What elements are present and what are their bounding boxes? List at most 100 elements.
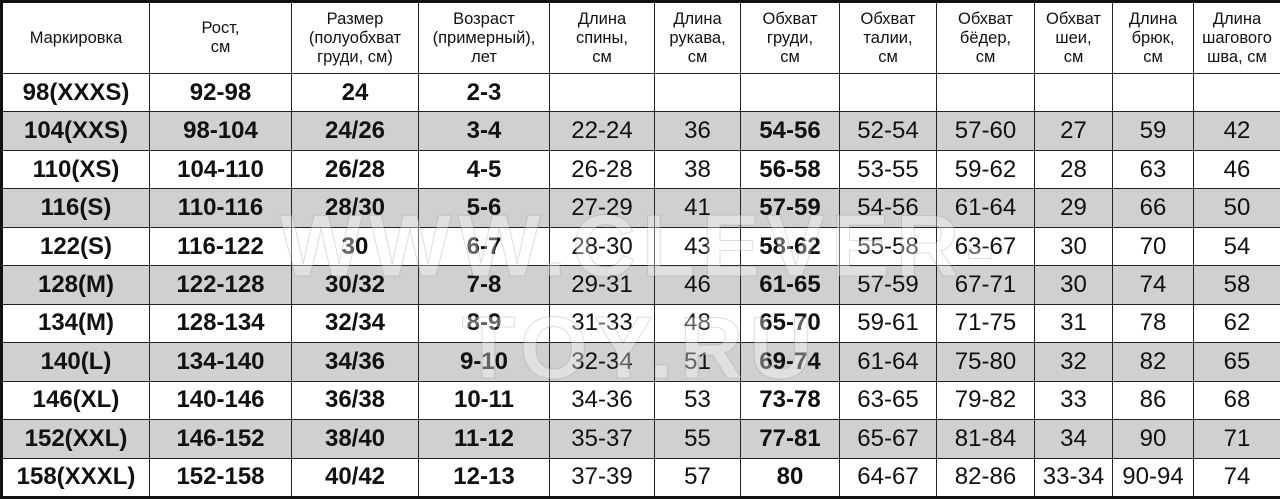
- table-cell: 140-146: [149, 380, 292, 421]
- table-cell: 41: [654, 188, 741, 228]
- table-cell: 134-140: [149, 342, 292, 382]
- table-cell: 54-56: [740, 111, 840, 151]
- table-cell: 27: [1034, 111, 1113, 151]
- table-cell: 57-59: [740, 188, 840, 228]
- table-cell: 30/32: [291, 265, 419, 305]
- table-cell: 62: [1193, 303, 1280, 344]
- table-cell: 34-36: [549, 380, 655, 421]
- table-row: 116(S) 110-116 28/30 5-6 27-29 41 57-59 54-56 61…: [1, 188, 1280, 228]
- table-row: 158(XXXL) 152-158 40/42 12-13 37-39 57 80 64-67…: [1, 457, 1280, 499]
- table-cell: 77-81: [740, 419, 840, 459]
- table-cell: 11-12: [418, 419, 550, 459]
- table-cell: 104(XXS): [1, 111, 150, 151]
- table-cell: 146-152: [149, 419, 292, 459]
- table-cell: 64-67: [839, 457, 937, 499]
- table-cell: 30: [1034, 226, 1113, 267]
- table-cell: 104-110: [149, 149, 292, 190]
- header-row: Маркировка Рост, см Размер (полуобхват гру…: [1, 1, 1280, 74]
- table-cell: 63-67: [936, 226, 1035, 267]
- table-cell: 61-64: [936, 188, 1035, 228]
- table-cell: 74: [1112, 265, 1194, 305]
- table-cell: 86: [1112, 380, 1194, 421]
- table-cell: 5-6: [418, 188, 550, 228]
- table-cell: 38/40: [291, 419, 419, 459]
- table-cell: 12-13: [418, 457, 550, 499]
- table-cell: 34: [1034, 419, 1113, 459]
- table-cell: 35-37: [549, 419, 655, 459]
- table-cell: 34/36: [291, 342, 419, 382]
- table-cell: 54-56: [839, 188, 937, 228]
- table-cell: 79-82: [936, 380, 1035, 421]
- column-header: Рост, см: [149, 1, 292, 74]
- table-cell: 22-24: [549, 111, 655, 151]
- table-cell: [740, 72, 840, 113]
- table-cell: 30: [1034, 265, 1113, 305]
- table-cell: 58: [1193, 265, 1280, 305]
- table-cell: 146(XL): [1, 380, 150, 421]
- table-cell: 140(L): [1, 342, 150, 382]
- table-cell: 59-62: [936, 149, 1035, 190]
- table-cell: 48: [654, 303, 741, 344]
- table-row: 104(XXS) 98-104 24/26 3-4 22-24 36 54-56 52-54 5…: [1, 111, 1280, 151]
- table-cell: 134(M): [1, 303, 150, 344]
- table-cell: [1034, 72, 1113, 113]
- table-cell: 61-64: [839, 342, 937, 382]
- table-row: 122(S) 116-122 30 6-7 28-30 43 58-62 55-58 63-67…: [1, 226, 1280, 267]
- table-cell: 54: [1193, 226, 1280, 267]
- table-cell: 32: [1034, 342, 1113, 382]
- table-cell: 78: [1112, 303, 1194, 344]
- table-cell: 158(XXXL): [1, 457, 150, 499]
- table-cell: 28: [1034, 149, 1113, 190]
- table-cell: 128(M): [1, 265, 150, 305]
- table-cell: 32/34: [291, 303, 419, 344]
- table-cell: 66: [1112, 188, 1194, 228]
- table-cell: 55-58: [839, 226, 937, 267]
- table-cell: 30: [291, 226, 419, 267]
- table-cell: 28/30: [291, 188, 419, 228]
- table-cell: 82: [1112, 342, 1194, 382]
- table-row: 152(XXL) 146-152 38/40 11-12 35-37 55 77-81 65-…: [1, 419, 1280, 459]
- table-cell: [839, 72, 937, 113]
- column-header: Длина спины, см: [549, 1, 655, 74]
- column-header: Длина рукава, см: [654, 1, 741, 74]
- table-cell: 26/28: [291, 149, 419, 190]
- table-cell: 71-75: [936, 303, 1035, 344]
- table-cell: 65-67: [839, 419, 937, 459]
- table-cell: 28-30: [549, 226, 655, 267]
- table-cell: 26-28: [549, 149, 655, 190]
- table-cell: 46: [654, 265, 741, 305]
- table-cell: 122(S): [1, 226, 150, 267]
- column-header: Обхват груди, см: [740, 1, 840, 74]
- table-cell: 63-65: [839, 380, 937, 421]
- column-header: Маркировка: [1, 1, 150, 74]
- table-cell: 69-74: [740, 342, 840, 382]
- table-cell: 67-71: [936, 265, 1035, 305]
- column-header: Длина шагового шва, см: [1193, 1, 1280, 74]
- table-cell: [1112, 72, 1194, 113]
- table-cell: 81-84: [936, 419, 1035, 459]
- table-cell: 65-70: [740, 303, 840, 344]
- table-cell: 33: [1034, 380, 1113, 421]
- table-cell: 152-158: [149, 457, 292, 499]
- table-row: 128(M) 122-128 30/32 7-8 29-31 46 61-65 57-59 67…: [1, 265, 1280, 305]
- table-row: 140(L) 134-140 34/36 9-10 32-34 51 69-74 61-64 7…: [1, 342, 1280, 382]
- table-cell: 8-9: [418, 303, 550, 344]
- table-cell: 7-8: [418, 265, 550, 305]
- column-header: Размер (полуобхват груди, см): [291, 1, 419, 74]
- table-cell: [549, 72, 655, 113]
- table-cell: 74: [1193, 457, 1280, 499]
- table-cell: 90: [1112, 419, 1194, 459]
- table-cell: 42: [1193, 111, 1280, 151]
- table-cell: 32-34: [549, 342, 655, 382]
- table-cell: 6-7: [418, 226, 550, 267]
- table-cell: 110(XS): [1, 149, 150, 190]
- table-cell: 59: [1112, 111, 1194, 151]
- table-cell: 68: [1193, 380, 1280, 421]
- table-cell: 36/38: [291, 380, 419, 421]
- table-cell: 38: [654, 149, 741, 190]
- table-cell: 90-94: [1112, 457, 1194, 499]
- table-cell: 53-55: [839, 149, 937, 190]
- table-cell: 57-60: [936, 111, 1035, 151]
- table-cell: 75-80: [936, 342, 1035, 382]
